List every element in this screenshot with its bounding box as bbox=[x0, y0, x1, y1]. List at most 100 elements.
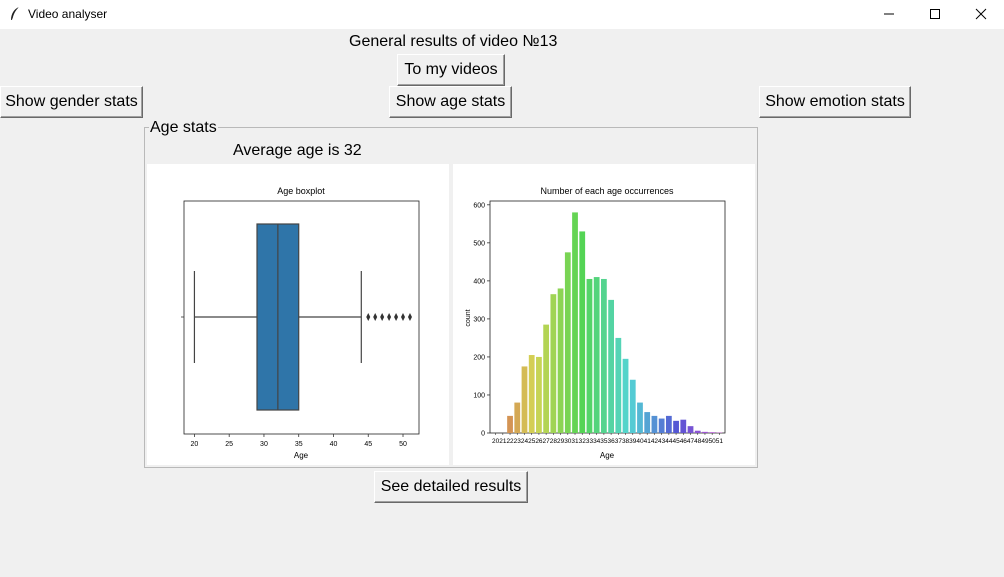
barchart-xtick-label: 32 bbox=[579, 438, 587, 445]
age-count-chart: Number of each age occurrences Age count… bbox=[453, 164, 755, 465]
barchart-xtick-label: 29 bbox=[557, 438, 565, 445]
barchart-xtick-label: 51 bbox=[716, 438, 724, 445]
boxplot-outlier bbox=[373, 313, 378, 321]
barchart-bar bbox=[615, 337, 622, 433]
barchart-xtick-label: 43 bbox=[658, 438, 666, 445]
page-title: General results of video №13 bbox=[349, 33, 558, 50]
boxplot-xlabel: Age bbox=[294, 451, 309, 460]
barchart-ytick-label: 0 bbox=[481, 431, 485, 438]
barchart-bar bbox=[665, 415, 672, 433]
barchart-bar bbox=[601, 278, 607, 433]
barchart-xtick-label: 45 bbox=[672, 438, 680, 445]
barchart-xtick-label: 23 bbox=[514, 438, 522, 445]
barchart-xtick-label: 48 bbox=[694, 438, 702, 445]
barchart-ytick-label: 400 bbox=[473, 278, 485, 285]
average-age-label: Average age is 32 bbox=[233, 142, 362, 159]
barchart-bar bbox=[543, 324, 550, 433]
barchart-bar bbox=[507, 415, 513, 433]
barchart-bar bbox=[550, 294, 557, 433]
age-stats-group bbox=[144, 127, 758, 468]
barchart-xtick-label: 42 bbox=[651, 438, 659, 445]
barchart-xtick-label: 37 bbox=[615, 438, 623, 445]
barchart-bar bbox=[586, 278, 593, 433]
barchart-bar bbox=[564, 252, 571, 433]
boxplot-xtick-label: 50 bbox=[399, 441, 407, 448]
barchart-bar bbox=[644, 412, 651, 433]
barchart-ylabel: count bbox=[465, 309, 472, 326]
maximize-button[interactable] bbox=[912, 0, 958, 29]
barchart-bar bbox=[579, 231, 586, 433]
barchart-xtick-label: 20 bbox=[492, 438, 500, 445]
age-boxplot: Age boxplot Age 20 25 30 35 40 45 50 bbox=[147, 164, 449, 465]
barchart-bar bbox=[572, 212, 578, 433]
show-gender-stats-button[interactable]: Show gender stats bbox=[0, 86, 143, 118]
boxplot-xtick-label: 40 bbox=[330, 441, 338, 448]
barchart-ytick-label: 200 bbox=[473, 354, 485, 361]
barchart-xtick-label: 21 bbox=[499, 438, 507, 445]
age-boxplot-svg: Age boxplot Age 20 25 30 35 40 45 50 bbox=[181, 186, 420, 460]
barchart-xtick-label: 31 bbox=[571, 438, 579, 445]
barchart-bar bbox=[709, 432, 716, 433]
age-count-chart-svg: Number of each age occurrences Age count… bbox=[465, 186, 726, 460]
boxplot-outlier bbox=[407, 313, 412, 321]
barchart-xtick-label: 28 bbox=[550, 438, 558, 445]
barchart-bar bbox=[673, 420, 679, 433]
barchart-bar bbox=[608, 299, 614, 433]
barchart-xlabel: Age bbox=[600, 451, 615, 460]
barchart-xtick-label: 35 bbox=[600, 438, 608, 445]
barchart-xtick-label: 49 bbox=[701, 438, 709, 445]
barchart-ytick-label: 600 bbox=[473, 202, 485, 209]
barchart-xtick-label: 34 bbox=[593, 438, 601, 445]
barchart-ytick-label: 100 bbox=[473, 392, 485, 399]
see-detailed-results-button[interactable]: See detailed results bbox=[374, 471, 528, 503]
barchart-bar bbox=[629, 379, 636, 433]
barchart-ytick-label: 500 bbox=[473, 240, 485, 247]
show-emotion-stats-button[interactable]: Show emotion stats bbox=[759, 86, 911, 118]
barchart-bar bbox=[658, 418, 665, 433]
barchart-xtick-label: 47 bbox=[687, 438, 695, 445]
close-icon bbox=[975, 8, 987, 20]
barchart-xtick-label: 27 bbox=[543, 438, 551, 445]
barchart-bar bbox=[521, 366, 528, 433]
barchart-xtick-label: 25 bbox=[528, 438, 536, 445]
minimize-icon bbox=[884, 13, 894, 15]
barchart-bar bbox=[637, 402, 643, 433]
barchart-bar bbox=[557, 288, 564, 433]
feather-icon bbox=[11, 6, 20, 21]
barchart-xtick-label: 41 bbox=[644, 438, 652, 445]
barchart-title: Number of each age occurrences bbox=[540, 186, 674, 196]
to-my-videos-button[interactable]: To my videos bbox=[397, 54, 505, 86]
barchart-bar bbox=[651, 415, 658, 433]
barchart-xtick-label: 22 bbox=[506, 438, 514, 445]
boxplot-outlier bbox=[380, 313, 385, 321]
barchart-bar bbox=[694, 430, 701, 433]
boxplot-xtick-label: 30 bbox=[260, 441, 268, 448]
show-age-stats-button[interactable]: Show age stats bbox=[389, 86, 512, 118]
age-stats-group-label: Age stats bbox=[149, 119, 218, 137]
barchart-xtick-label: 40 bbox=[636, 438, 644, 445]
boxplot-xtick-label: 35 bbox=[295, 441, 303, 448]
boxplot-xtick-label: 45 bbox=[364, 441, 372, 448]
barchart-xtick-label: 26 bbox=[535, 438, 543, 445]
minimize-button[interactable] bbox=[866, 0, 912, 29]
barchart-xtick-label: 30 bbox=[564, 438, 572, 445]
maximize-icon bbox=[930, 9, 940, 19]
barchart-xtick-label: 39 bbox=[629, 438, 637, 445]
barchart-xtick-label: 50 bbox=[709, 438, 717, 445]
boxplot-outlier bbox=[394, 313, 399, 321]
boxplot-frame bbox=[183, 200, 420, 435]
barchart-bar bbox=[680, 419, 687, 433]
barchart-xtick-label: 46 bbox=[680, 438, 688, 445]
barchart-bar bbox=[593, 277, 600, 433]
boxplot-outlier bbox=[387, 313, 392, 321]
boxplot-title: Age boxplot bbox=[277, 186, 325, 196]
boxplot-outlier bbox=[401, 313, 406, 321]
barchart-xtick-label: 36 bbox=[608, 438, 616, 445]
barchart-xtick-label: 33 bbox=[586, 438, 594, 445]
barchart-xtick-label: 24 bbox=[521, 438, 529, 445]
barchart-bar bbox=[702, 431, 708, 433]
close-button[interactable] bbox=[958, 0, 1004, 29]
title-bar: Video analyser bbox=[0, 0, 1004, 29]
boxplot-xtick-label: 25 bbox=[225, 441, 233, 448]
window-title: Video analyser bbox=[28, 7, 108, 21]
